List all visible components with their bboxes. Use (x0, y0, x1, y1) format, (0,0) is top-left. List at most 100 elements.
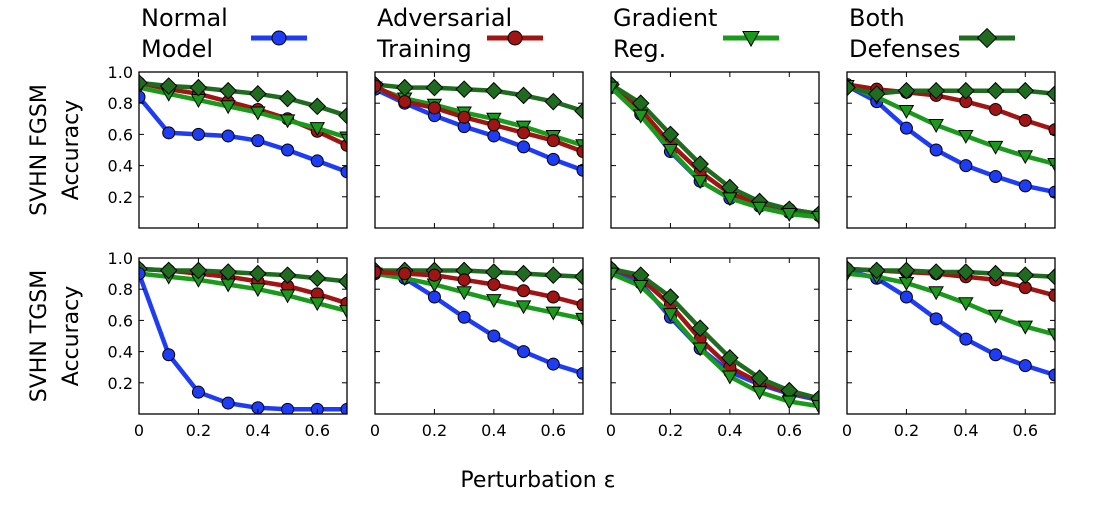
data-point-gradient-reg-7 (811, 211, 819, 226)
data-point-normal-model-5 (281, 402, 295, 414)
data-point-both-defenses-5 (278, 266, 297, 284)
x-tick-label: 0.2 (658, 421, 683, 440)
panel-r1-c4 (846, 71, 1056, 229)
data-point-gradient-reg-3 (928, 286, 944, 301)
panel-data (611, 75, 819, 226)
y-tick-label: 0.4 (108, 343, 133, 362)
panel-frame (846, 71, 1056, 229)
data-point-both-defenses-6 (1016, 81, 1035, 100)
series-gradient-reg (611, 267, 819, 414)
data-point-gradient-reg-6 (309, 122, 326, 137)
data-point-both-defenses-5 (514, 264, 533, 283)
data-point-adversarial-training-7 (576, 298, 583, 312)
data-point-gradient-reg-6 (545, 306, 562, 321)
data-point-adversarial-training-7 (576, 145, 583, 159)
data-point-normal-model-7 (1048, 185, 1055, 199)
row-label-tgsm: SVHN TGSM Accuracy (27, 270, 84, 402)
series-adversarial-training (375, 265, 583, 312)
row-label-line1: SVHN TGSM (27, 270, 52, 402)
y-tick-label: 0.2 (108, 374, 133, 393)
panel-data (139, 74, 347, 179)
y-tick-label: 0.8 (108, 94, 133, 113)
series-normal-model (847, 79, 1055, 199)
legend-entry-adversarial-training: Adversarial Training (376, 4, 543, 63)
legend-label-line2: Reg. (613, 35, 666, 63)
data-point-gradient-reg-6 (781, 395, 798, 410)
data-point-normal-model-6 (310, 402, 324, 414)
data-point-normal-model-7 (576, 163, 583, 177)
data-point-normal-model-2 (899, 290, 913, 304)
legend-label-line1: Adversarial (377, 4, 512, 32)
data-point-gradient-reg-7 (1047, 158, 1055, 172)
series-both-defenses (847, 78, 1055, 103)
panel-r1-c3 (610, 71, 820, 229)
series-normal-model (139, 267, 347, 414)
row-labels-group: SVHN FGSM Accuracy SVHN TGSM Accuracy (27, 84, 84, 402)
panel-data (847, 77, 1055, 199)
data-point-adversarial-training-0 (375, 265, 382, 279)
data-point-both-defenses-7 (1046, 85, 1055, 103)
data-point-both-defenses-1 (867, 85, 886, 103)
data-point-both-defenses-4 (721, 349, 739, 367)
data-point-adversarial-training-7 (1048, 288, 1055, 302)
data-point-both-defenses-0 (847, 78, 856, 97)
data-point-normal-model-5 (517, 140, 531, 154)
data-point-both-defenses-4 (957, 81, 975, 100)
x-tick-label: 0.6 (1013, 421, 1038, 440)
data-point-both-defenses-3 (927, 81, 945, 100)
data-point-gradient-reg-4 (722, 370, 738, 385)
series-both-defenses (139, 74, 347, 125)
data-point-adversarial-training-3 (457, 110, 471, 124)
legend-label-line2: Model (141, 35, 213, 63)
data-point-normal-model-3 (929, 143, 943, 157)
data-point-both-defenses-2 (661, 288, 680, 306)
panel-data (375, 261, 583, 380)
y-tick-label: 0.4 (108, 157, 133, 176)
data-point-normal-model-0 (139, 267, 146, 281)
data-point-normal-model-1 (162, 348, 176, 362)
data-point-normal-model-2 (427, 290, 441, 304)
panel-frame (138, 257, 348, 415)
legend-swatch-marker (976, 27, 998, 49)
data-point-both-defenses-2 (661, 125, 680, 144)
series-both-defenses (847, 260, 1055, 286)
data-point-gradient-reg-5 (987, 140, 1004, 155)
panel-r2-c2: 0 0.2 0.4 0.6 (370, 257, 584, 440)
data-point-both-defenses-4 (485, 263, 503, 281)
data-point-both-defenses-6 (308, 269, 327, 288)
data-point-both-defenses-3 (691, 155, 709, 173)
legend-entry-both-defenses: Both Defenses (849, 4, 1015, 63)
legend-swatch-marker (507, 30, 523, 46)
data-point-both-defenses-3 (219, 263, 237, 281)
x-tick-label: 0.4 (953, 421, 978, 440)
y-tick-label: 1.0 (108, 249, 133, 268)
legend-entry-gradient-reg: Gradient Reg. (613, 4, 779, 63)
data-point-normal-model-5 (517, 345, 531, 359)
legend-label-line1: Both (849, 4, 905, 32)
x-tick-label: 0.6 (777, 421, 802, 440)
data-point-normal-model-6 (1018, 179, 1032, 193)
panel-frame (374, 257, 584, 415)
legend-label-line1: Normal (141, 4, 228, 32)
data-point-gradient-reg-4 (722, 192, 738, 207)
data-point-gradient-reg-4 (958, 129, 974, 144)
data-point-gradient-reg-1 (632, 280, 649, 295)
data-point-gradient-reg-5 (279, 114, 296, 129)
data-point-normal-model-5 (989, 170, 1003, 184)
data-point-gradient-reg-5 (751, 386, 768, 401)
series-normal-model (847, 263, 1055, 382)
series-adversarial-training (375, 79, 583, 159)
data-point-adversarial-training-1 (398, 267, 412, 281)
panel-r1-c2 (374, 71, 584, 229)
data-point-gradient-reg-7 (339, 131, 347, 146)
data-point-both-defenses-7 (1046, 267, 1055, 286)
panel-frame (846, 257, 1056, 415)
data-point-gradient-reg-4 (250, 283, 266, 298)
data-point-both-defenses-3 (219, 81, 237, 100)
data-point-gradient-reg-4 (250, 106, 266, 121)
data-point-both-defenses-1 (867, 261, 886, 280)
data-point-both-defenses-5 (986, 264, 1005, 283)
data-point-gradient-reg-1 (632, 109, 649, 124)
data-point-gradient-reg-2 (662, 143, 679, 158)
